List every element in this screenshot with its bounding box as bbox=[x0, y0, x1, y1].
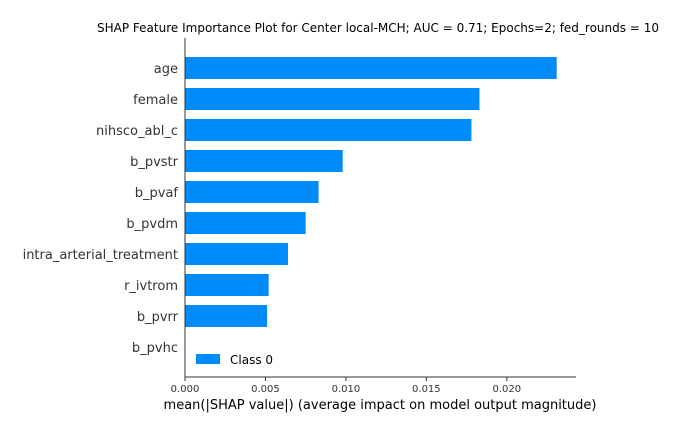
bar-intra_arterial_treatment bbox=[185, 243, 288, 265]
y-tick-label: age bbox=[154, 62, 178, 77]
y-tick-label: female bbox=[133, 93, 178, 108]
bar-b_pvdm bbox=[185, 212, 306, 234]
x-tick-label: 0.010 bbox=[332, 384, 361, 395]
bar-b_pvstr bbox=[185, 150, 343, 172]
x-tick-label: 0.020 bbox=[492, 384, 521, 395]
legend-swatch bbox=[196, 354, 220, 364]
y-tick-label: b_pvhc bbox=[132, 341, 178, 356]
bar-r_ivtrom bbox=[185, 274, 269, 296]
bar-b_pvaf bbox=[185, 181, 319, 203]
legend: Class 0 bbox=[196, 353, 273, 367]
legend-label: Class 0 bbox=[230, 353, 273, 367]
y-tick-label: r_ivtrom bbox=[124, 279, 178, 294]
bar-age bbox=[185, 57, 557, 79]
bar-nihsco_abl_c bbox=[185, 119, 472, 141]
y-tick-label: b_pvstr bbox=[130, 155, 179, 170]
x-axis-label: mean(|SHAP value|) (average impact on mo… bbox=[164, 398, 597, 413]
x-tick-label: 0.000 bbox=[171, 384, 200, 395]
y-tick-label: b_pvaf bbox=[135, 186, 179, 201]
chart-title: SHAP Feature Importance Plot for Center … bbox=[97, 21, 659, 35]
x-tick-label: 0.015 bbox=[412, 384, 441, 395]
y-tick-label: b_pvdm bbox=[126, 217, 178, 232]
bars-group bbox=[185, 57, 557, 327]
y-tick-label: nihsco_abl_c bbox=[96, 124, 178, 139]
bar-b_pvrr bbox=[185, 305, 268, 327]
x-ticks: 0.000 0.005 0.010 0.015 0.020 bbox=[171, 377, 521, 395]
bar-female bbox=[185, 88, 480, 110]
y-tick-label: b_pvrr bbox=[137, 310, 179, 325]
x-tick-label: 0.005 bbox=[251, 384, 280, 395]
y-tick-label: intra_arterial_treatment bbox=[23, 248, 178, 263]
y-tick-labels: age female nihsco_abl_c b_pvstr b_pvaf b_pvdm… bbox=[23, 62, 179, 356]
